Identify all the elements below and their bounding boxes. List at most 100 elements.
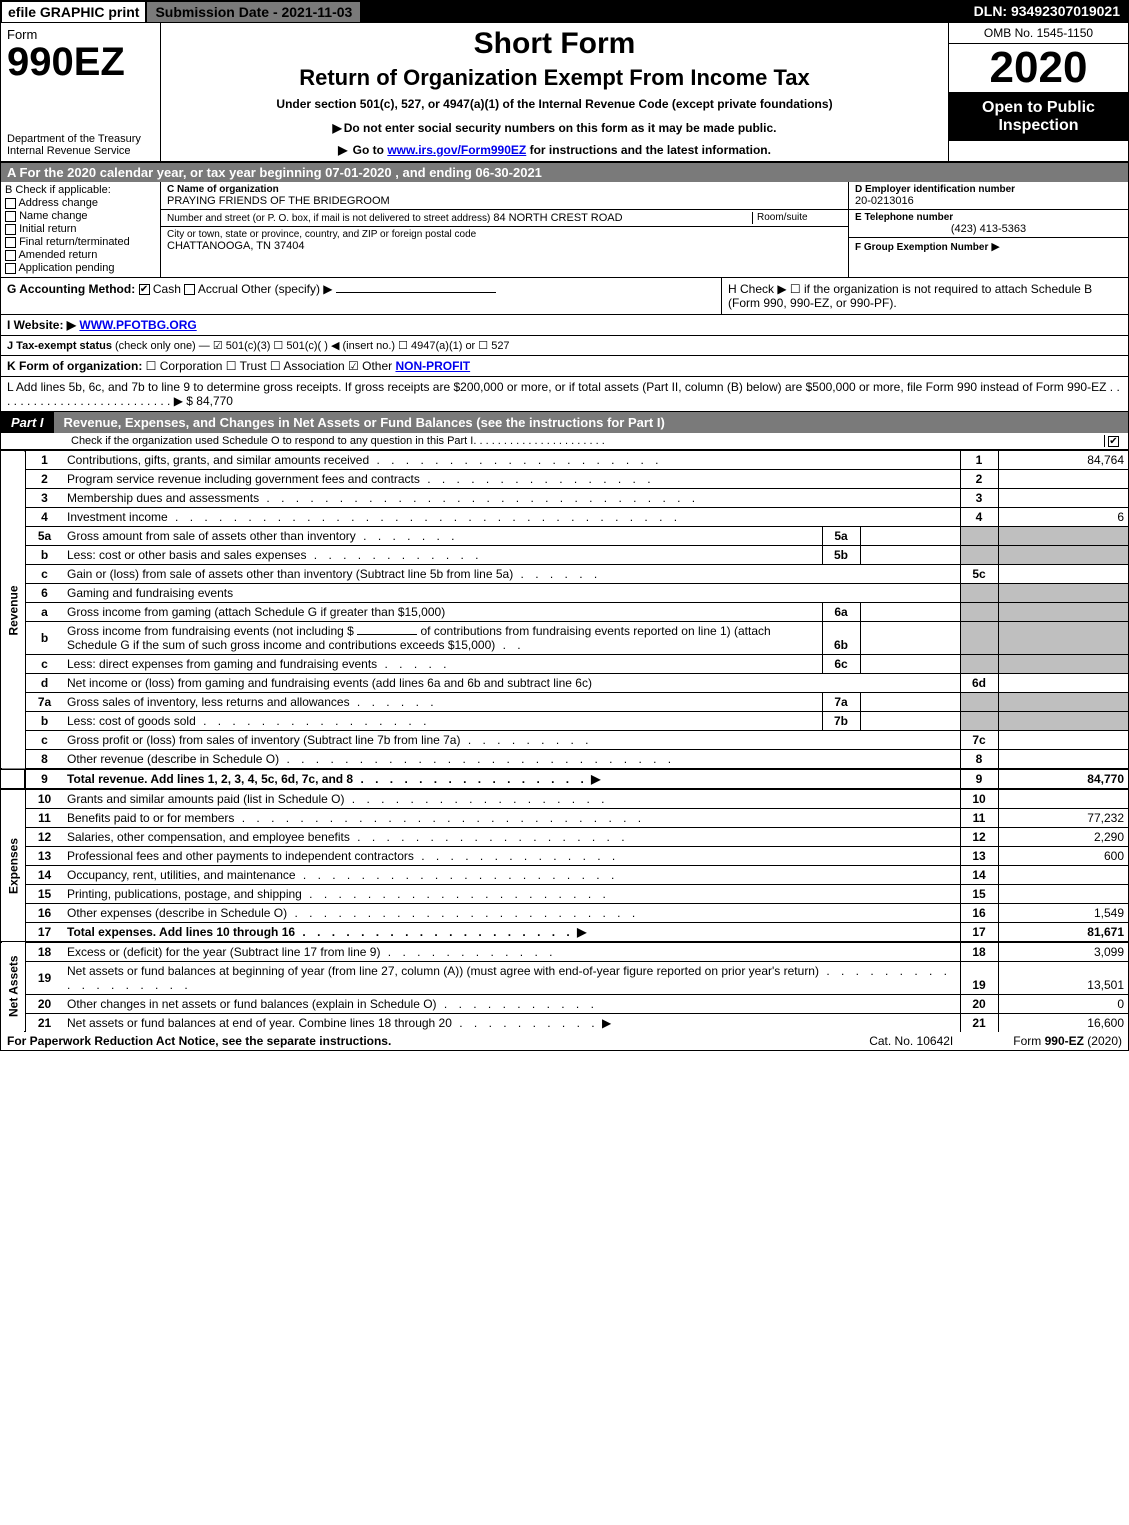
name-column: C Name of organization PRAYING FRIENDS O… xyxy=(161,182,848,277)
table-row: 3Membership dues and assessments . . . .… xyxy=(1,489,1128,508)
ein-value: 20-0213016 xyxy=(855,195,914,207)
cb-name-change[interactable]: Name change xyxy=(5,210,156,222)
check-o-text: Check if the organization used Schedule … xyxy=(71,435,473,447)
table-row: bGross income from fundraising events (n… xyxy=(1,622,1128,655)
table-row: Net Assets 18Excess or (deficit) for the… xyxy=(1,942,1128,962)
line3-value xyxy=(998,489,1128,508)
goto-prefix: Go to xyxy=(353,143,388,157)
right-column: D Employer identification number 20-0213… xyxy=(848,182,1128,277)
line11-value: 77,232 xyxy=(998,809,1128,828)
line1-value: 84,764 xyxy=(998,451,1128,470)
table-row: aGross income from gaming (attach Schedu… xyxy=(1,603,1128,622)
check-header: B Check if applicable: xyxy=(5,184,111,196)
table-row: Revenue 1Contributions, gifts, grants, a… xyxy=(1,451,1128,470)
table-row: cGain or (loss) from sale of assets othe… xyxy=(1,565,1128,584)
room-label: Room/suite xyxy=(752,212,842,224)
line19-value: 13,501 xyxy=(998,962,1128,995)
line20-value: 0 xyxy=(998,995,1128,1014)
goto-suffix: for instructions and the latest informat… xyxy=(526,143,771,157)
period-bar: A For the 2020 calendar year, or tax yea… xyxy=(1,163,1128,182)
group-cell: F Group Exemption Number ▶ xyxy=(849,238,1128,255)
cb-cash[interactable] xyxy=(139,284,150,295)
addr-label: Number and street (or P. O. box, if mail… xyxy=(167,213,490,224)
k-text: ☐ Corporation ☐ Trust ☐ Association ☑ Ot… xyxy=(146,359,396,373)
goto-line: Go to www.irs.gov/Form990EZ for instruct… xyxy=(167,143,942,157)
other-specify-line[interactable] xyxy=(336,292,496,293)
part1-label: Part I xyxy=(1,412,54,433)
irs-link[interactable]: www.irs.gov/Form990EZ xyxy=(387,143,526,157)
table-row: 21Net assets or fund balances at end of … xyxy=(1,1014,1128,1033)
line9-value: 84,770 xyxy=(998,769,1128,789)
org-city-cell: City or town, state or province, country… xyxy=(161,227,848,254)
line4-value: 6 xyxy=(998,508,1128,527)
line13-value: 600 xyxy=(998,847,1128,866)
h-text: H Check ▶ ☐ if the organization is not r… xyxy=(728,282,1092,310)
line2-value xyxy=(998,470,1128,489)
line5c-value xyxy=(998,565,1128,584)
department: Department of the Treasury xyxy=(7,133,141,145)
g-label: G Accounting Method: xyxy=(7,282,135,296)
table-row: 20Other changes in net assets or fund ba… xyxy=(1,995,1128,1014)
line17-value: 81,671 xyxy=(998,923,1128,943)
cb-amended-return[interactable]: Amended return xyxy=(5,249,156,261)
table-row: 2Program service revenue including gover… xyxy=(1,470,1128,489)
tax-exempt-row: J Tax-exempt status (check only one) — ☑… xyxy=(1,336,1128,356)
table-row: 19Net assets or fund balances at beginni… xyxy=(1,962,1128,995)
line6d-value xyxy=(998,674,1128,693)
part1-title: Revenue, Expenses, and Changes in Net As… xyxy=(54,412,1128,433)
short-form-title: Short Form xyxy=(167,27,942,61)
l-row: L Add lines 5b, 6c, and 7b to line 9 to … xyxy=(1,377,1128,412)
form-header: Form 990EZ Department of the Treasury In… xyxy=(1,23,1128,163)
expenses-section-label: Expenses xyxy=(1,789,25,942)
form-page: efile GRAPHIC print Submission Date - 20… xyxy=(0,0,1129,1051)
cb-accrual[interactable] xyxy=(184,284,195,295)
paperwork-notice: For Paperwork Reduction Act Notice, see … xyxy=(7,1034,869,1048)
l-amount: $ 84,770 xyxy=(186,394,233,408)
table-row: Expenses 10Grants and similar amounts pa… xyxy=(1,789,1128,809)
org-name-cell: C Name of organization PRAYING FRIENDS O… xyxy=(161,182,848,210)
ein-cell: D Employer identification number 20-0213… xyxy=(849,182,1128,210)
line18-value: 3,099 xyxy=(998,942,1128,962)
cat-no: Cat. No. 10642I xyxy=(869,1034,953,1048)
website-label: I Website: ▶ xyxy=(7,318,76,332)
dln: DLN: 93492307019021 xyxy=(966,1,1128,23)
g-section: G Accounting Method: Cash Accrual Other … xyxy=(1,278,721,314)
table-row: 12Salaries, other compensation, and empl… xyxy=(1,828,1128,847)
header-left: Form 990EZ Department of the Treasury In… xyxy=(1,23,161,161)
header-right: OMB No. 1545-1150 2020 Open to Public In… xyxy=(948,23,1128,161)
org-address: 84 NORTH CREST ROAD xyxy=(493,212,622,224)
j-label: J Tax-exempt status xyxy=(7,340,112,352)
cb-initial-return[interactable]: Initial return xyxy=(5,223,156,235)
efile-print: efile GRAPHIC print xyxy=(1,1,146,23)
line14-value xyxy=(998,866,1128,885)
table-row: 4Investment income . . . . . . . . . . .… xyxy=(1,508,1128,527)
tax-year: 2020 xyxy=(949,44,1128,93)
gh-row: G Accounting Method: Cash Accrual Other … xyxy=(1,278,1128,315)
table-row: cLess: direct expenses from gaming and f… xyxy=(1,655,1128,674)
table-row: dNet income or (loss) from gaming and fu… xyxy=(1,674,1128,693)
k-other: NON-PROFIT xyxy=(395,359,470,373)
website-link[interactable]: WWW.PFOTBG.ORG xyxy=(79,318,196,332)
table-row: 6Gaming and fundraising events xyxy=(1,584,1128,603)
check-column: B Check if applicable: Address change Na… xyxy=(1,182,161,277)
return-title: Return of Organization Exempt From Incom… xyxy=(167,65,942,91)
table-row: bLess: cost or other basis and sales exp… xyxy=(1,546,1128,565)
line21-value: 16,600 xyxy=(998,1014,1128,1033)
table-row: 17Total expenses. Add lines 10 through 1… xyxy=(1,923,1128,943)
phone-value: (423) 413-5363 xyxy=(855,223,1122,235)
netassets-section-label: Net Assets xyxy=(1,942,25,1032)
check-o-box[interactable] xyxy=(1104,435,1122,447)
cb-final-return[interactable]: Final return/terminated xyxy=(5,236,156,248)
org-name-label: C Name of organization xyxy=(167,184,842,195)
table-row: 11Benefits paid to or for members . . . … xyxy=(1,809,1128,828)
form-number: 990EZ xyxy=(7,40,125,84)
omb-number: OMB No. 1545-1150 xyxy=(949,23,1128,44)
cb-address-change[interactable]: Address change xyxy=(5,197,156,209)
cb-application-pending[interactable]: Application pending xyxy=(5,262,156,274)
line7c-value xyxy=(998,731,1128,750)
part1-table: Revenue 1Contributions, gifts, grants, a… xyxy=(1,450,1128,1032)
top-bar: efile GRAPHIC print Submission Date - 20… xyxy=(1,1,1128,23)
k-row: K Form of organization: ☐ Corporation ☐ … xyxy=(1,356,1128,377)
org-info-row: B Check if applicable: Address change Na… xyxy=(1,182,1128,278)
line16-value: 1,549 xyxy=(998,904,1128,923)
